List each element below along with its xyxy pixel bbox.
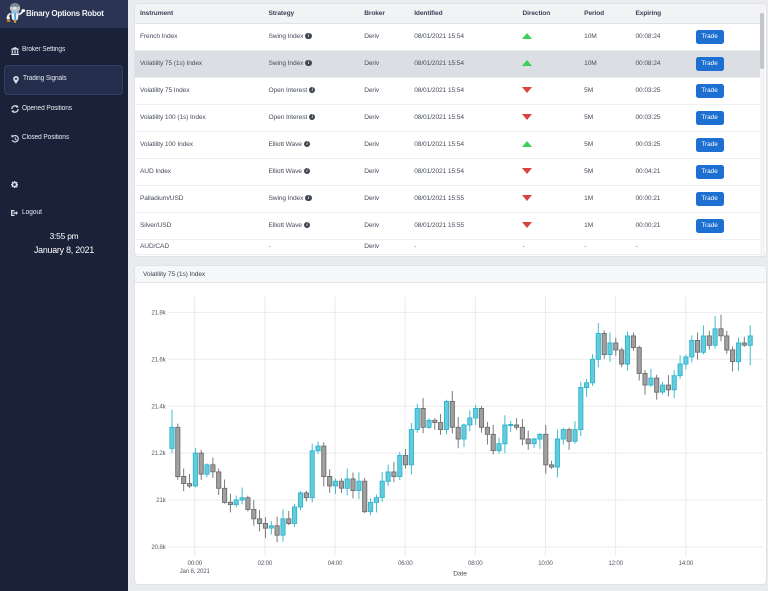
- svg-text:20.8k: 20.8k: [151, 544, 166, 551]
- svg-text:10:00: 10:00: [538, 560, 553, 567]
- svg-text:14:00: 14:00: [678, 560, 693, 567]
- svg-text:04:00: 04:00: [327, 560, 342, 567]
- svg-text:21.8k: 21.8k: [151, 310, 166, 317]
- svg-text:02:00: 02:00: [257, 560, 272, 567]
- svg-text:21.6k: 21.6k: [151, 356, 166, 363]
- svg-text:Jan 8, 2021: Jan 8, 2021: [179, 568, 210, 575]
- svg-text:12:00: 12:00: [608, 560, 623, 567]
- svg-text:21.2k: 21.2k: [151, 450, 166, 457]
- svg-text:21.4k: 21.4k: [151, 403, 166, 410]
- svg-text:06:00: 06:00: [397, 560, 412, 567]
- svg-text:21k: 21k: [156, 497, 166, 504]
- svg-text:08:00: 08:00: [468, 560, 483, 567]
- svg-text:Date: Date: [453, 571, 467, 578]
- svg-text:00:00: 00:00: [187, 560, 202, 567]
